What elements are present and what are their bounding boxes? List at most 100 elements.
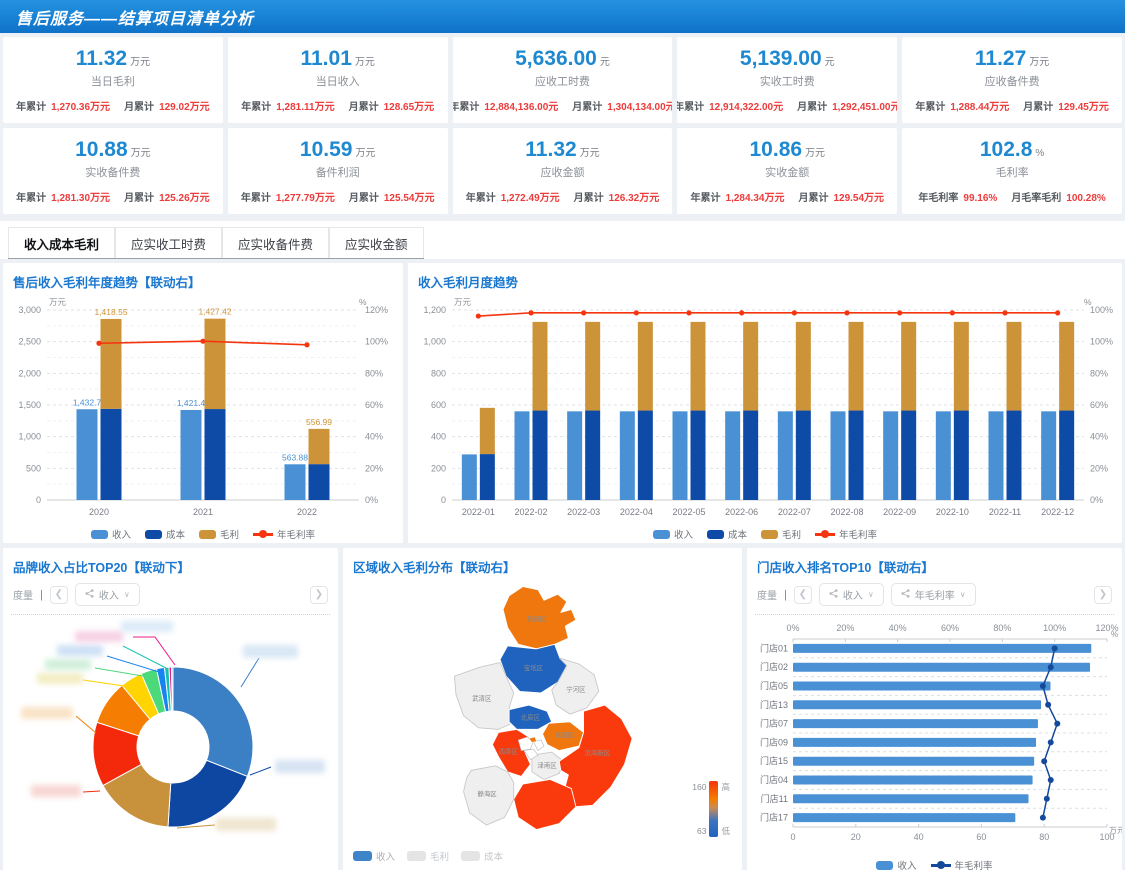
bar-income[interactable] <box>567 411 583 500</box>
region-map-chart[interactable]: 蓟州区 宝坻区 武清区 宁河区 北辰区 东丽区 西青区 津南区 滨海新区 静海区 <box>343 579 742 841</box>
next-measure-button[interactable]: ❯ <box>310 585 328 604</box>
rate-point[interactable] <box>1043 795 1050 802</box>
bar-income[interactable] <box>514 411 530 500</box>
bar-profit[interactable] <box>532 321 548 411</box>
bar-profit[interactable] <box>953 321 969 411</box>
map-district[interactable] <box>542 721 585 752</box>
map-district[interactable] <box>513 779 577 831</box>
next-measure-button[interactable]: ❯ <box>1094 585 1112 604</box>
line-point[interactable] <box>581 310 587 316</box>
store-bar[interactable] <box>793 775 1033 785</box>
line-point[interactable] <box>1055 310 1061 316</box>
bar-cost[interactable] <box>100 408 122 500</box>
yearly-trend-chart[interactable]: 0 0% 500 20% 1,000 40% 1,500 60% 2,000 80% 2,500 10… <box>3 294 403 527</box>
map-district[interactable] <box>551 657 600 715</box>
rate-point[interactable] <box>1047 664 1054 671</box>
map-district[interactable] <box>531 751 565 780</box>
line-point[interactable] <box>475 313 481 319</box>
bar-cost[interactable] <box>848 410 864 500</box>
bar-income[interactable] <box>76 409 98 500</box>
rate-point[interactable] <box>1051 645 1058 652</box>
bar-cost[interactable] <box>637 410 653 500</box>
bar-cost[interactable] <box>532 410 548 500</box>
rate-point[interactable] <box>1045 701 1052 708</box>
legend-item-毛利[interactable]: 毛利 <box>407 849 449 863</box>
bar-income[interactable] <box>935 411 951 500</box>
map-district[interactable] <box>463 765 515 826</box>
measure-select-收入[interactable]: 收入 ∨ <box>818 583 884 606</box>
bar-profit[interactable] <box>637 321 653 411</box>
bar-cost[interactable] <box>204 409 226 500</box>
bar-profit[interactable] <box>204 318 226 410</box>
bar-income[interactable] <box>777 411 793 500</box>
tab-3[interactable]: 应实收金额 <box>329 227 424 258</box>
monthly-trend-chart[interactable]: 0 0% 200 20% 400 40% 600 60% 800 80% 1,000 100% 1,20… <box>408 294 1122 527</box>
bar-income[interactable] <box>725 411 741 500</box>
bar-profit[interactable] <box>308 428 330 465</box>
line-point[interactable] <box>200 338 206 344</box>
rate-point[interactable] <box>1039 683 1046 689</box>
line-point[interactable] <box>739 310 745 316</box>
store-bar[interactable] <box>793 719 1038 729</box>
store-bar[interactable] <box>793 643 1092 653</box>
store-bar[interactable] <box>793 662 1091 672</box>
line-point[interactable] <box>633 310 639 316</box>
legend-item-收入[interactable]: 收入 <box>876 858 917 870</box>
brand-donut-chart[interactable] <box>3 615 338 865</box>
bar-income[interactable] <box>830 411 846 500</box>
line-point[interactable] <box>686 310 692 316</box>
line-point[interactable] <box>949 310 955 316</box>
pie-slice[interactable] <box>172 666 254 778</box>
store-bar[interactable] <box>793 681 1051 691</box>
legend-item-年毛利率[interactable]: 年毛利率 <box>253 527 315 541</box>
store-bar[interactable] <box>793 737 1037 747</box>
bar-income[interactable] <box>672 411 688 500</box>
bar-profit[interactable] <box>1059 321 1075 411</box>
rate-point[interactable] <box>1054 720 1061 727</box>
map-city-core[interactable] <box>523 748 539 761</box>
prev-measure-button[interactable]: ❮ <box>793 585 812 604</box>
bar-cost[interactable] <box>795 410 811 500</box>
bar-income[interactable] <box>988 411 1004 500</box>
map-city-core[interactable] <box>517 736 534 751</box>
store-bar[interactable] <box>793 794 1029 804</box>
store-bar[interactable] <box>793 700 1042 710</box>
legend-item-年毛利率[interactable]: 年毛利率 <box>930 858 993 870</box>
bar-cost[interactable] <box>585 410 601 500</box>
line-point[interactable] <box>304 342 310 348</box>
line-point[interactable] <box>791 310 797 316</box>
bar-cost[interactable] <box>953 410 969 500</box>
measure-select-收入[interactable]: 收入 ∨ <box>74 583 140 606</box>
legend-item-成本[interactable]: 成本 <box>144 527 185 541</box>
rate-point[interactable] <box>1041 758 1048 765</box>
legend-item-收入[interactable]: 收入 <box>90 527 131 541</box>
prev-measure-button[interactable]: ❮ <box>49 585 68 604</box>
line-point[interactable] <box>844 310 850 316</box>
bar-income[interactable] <box>883 411 899 500</box>
store-ranking-chart[interactable]: 0% 20% 40% 60% 80% 100% 120%% 0 20 40 60 80 100 万元 门店0… <box>747 615 1122 858</box>
bar-profit[interactable] <box>743 321 759 411</box>
bar-income[interactable] <box>180 409 202 500</box>
bar-profit[interactable] <box>585 321 601 411</box>
rate-point[interactable] <box>1039 814 1046 821</box>
tab-0[interactable]: 收入成本毛利 <box>8 227 116 258</box>
store-bar[interactable] <box>793 813 1016 823</box>
pie-slice[interactable] <box>170 666 174 712</box>
bar-profit[interactable] <box>690 321 706 411</box>
bar-cost[interactable] <box>1006 410 1022 500</box>
map-city-core[interactable] <box>532 739 545 752</box>
bar-income[interactable] <box>619 411 635 500</box>
bar-cost[interactable] <box>743 410 759 500</box>
rate-point[interactable] <box>1047 739 1054 746</box>
rate-point[interactable] <box>1047 777 1054 783</box>
tab-2[interactable]: 应实收备件费 <box>222 227 330 258</box>
bar-income[interactable] <box>461 454 477 500</box>
legend-item-成本[interactable]: 成本 <box>706 527 747 541</box>
legend-item-成本[interactable]: 成本 <box>461 849 503 863</box>
bar-income[interactable] <box>1041 411 1057 500</box>
legend-item-毛利[interactable]: 毛利 <box>761 527 801 541</box>
bar-cost[interactable] <box>901 410 917 500</box>
bar-profit[interactable] <box>795 321 811 411</box>
bar-cost[interactable] <box>690 410 706 500</box>
bar-cost[interactable] <box>308 464 330 500</box>
